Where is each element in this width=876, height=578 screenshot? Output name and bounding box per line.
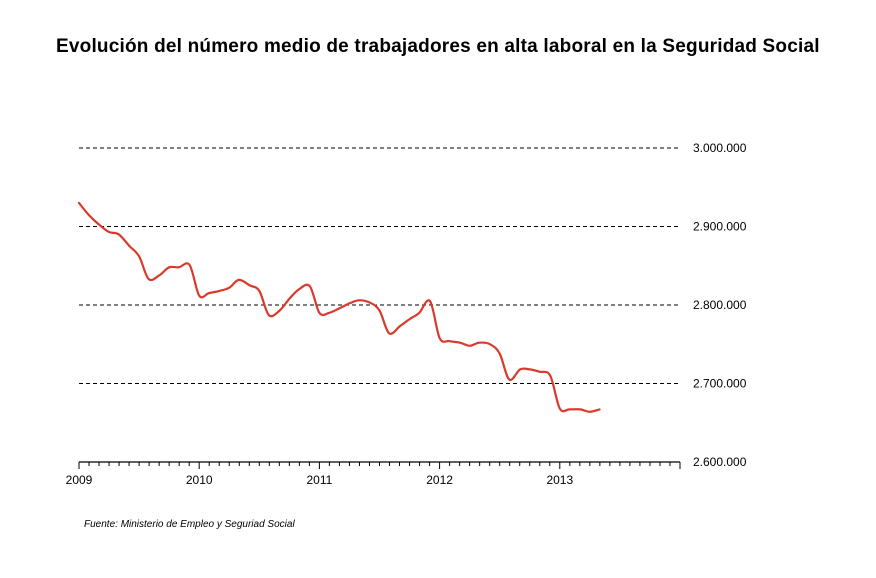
x-axis [78, 461, 681, 469]
source-note: Fuente: Ministerio de Empleo y Seguriad … [84, 519, 295, 530]
x-tick-label: 2012 [426, 473, 453, 487]
y-tick-label: 2.800.000 [693, 298, 747, 312]
series-line [77, 201, 601, 413]
y-tick-label: 3.000.000 [693, 141, 747, 155]
y-tick-label: 2.600.000 [693, 455, 747, 469]
x-tick-label: 2011 [306, 473, 332, 487]
x-tick-label: 2013 [546, 473, 573, 487]
y-axis-labels: 2.600.000 2.700.000 2.800.000 2.900.000 3.00… [693, 141, 747, 469]
x-tick-label: 2009 [66, 473, 93, 487]
y-tick-label: 2.900.000 [693, 220, 747, 234]
series-group [77, 201, 601, 413]
y-tick-label: 2.700.000 [693, 377, 747, 391]
x-axis-labels: 2009 2010 2011 2012 2013 [66, 473, 574, 487]
chart-title: Evolución del número medio de trabajador… [56, 36, 820, 57]
gridlines [79, 147, 680, 384]
x-tick-label: 2010 [186, 473, 213, 487]
